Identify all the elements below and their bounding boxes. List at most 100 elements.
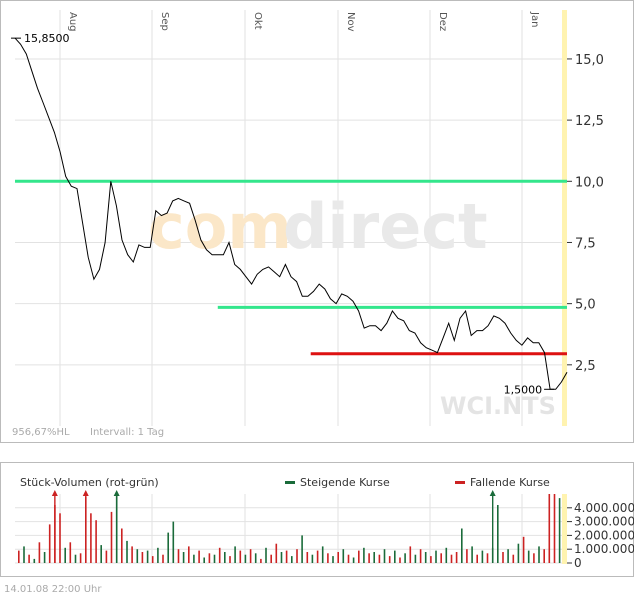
support-lines bbox=[15, 179, 567, 356]
volume-bar bbox=[79, 553, 82, 563]
volume-bar bbox=[193, 554, 195, 563]
volume-bar bbox=[316, 550, 319, 563]
month-label: Jan bbox=[529, 11, 540, 27]
watermark-brand-direct: direct bbox=[283, 190, 488, 263]
volume-bar bbox=[378, 554, 381, 563]
volume-bar bbox=[224, 552, 226, 563]
volume-bar bbox=[208, 553, 211, 563]
volume-bar bbox=[368, 553, 370, 563]
volume-bar bbox=[265, 547, 267, 563]
month-label: Aug bbox=[67, 12, 78, 32]
volume-tick-label: 1.000.000 bbox=[574, 542, 634, 556]
volume-bar bbox=[533, 553, 535, 563]
volume-bar bbox=[301, 535, 303, 563]
volume-bar bbox=[229, 556, 231, 563]
volume-bar bbox=[486, 553, 489, 563]
volume-bar bbox=[198, 550, 200, 563]
month-label: Okt bbox=[252, 12, 263, 30]
volume-bar bbox=[136, 549, 139, 563]
volume-bar bbox=[481, 550, 484, 563]
volume-bar bbox=[435, 550, 437, 563]
volume-bar bbox=[23, 546, 25, 563]
volume-bar bbox=[260, 558, 262, 563]
legend-falling-swatch bbox=[455, 481, 465, 484]
volume-bar bbox=[18, 550, 20, 563]
volume-bar bbox=[48, 524, 51, 563]
volume-bar bbox=[74, 554, 77, 563]
volume-bar bbox=[558, 498, 561, 563]
volume-bar bbox=[69, 542, 72, 563]
volume-bar bbox=[254, 553, 257, 563]
volume-bar bbox=[157, 547, 159, 563]
volume-bar bbox=[476, 554, 478, 563]
price-series bbox=[14, 37, 568, 390]
legend-rising-label: Steigende Kurse bbox=[300, 476, 390, 489]
legend-falling-label: Fallende Kurse bbox=[470, 476, 550, 489]
price-tick-label: 2,5 bbox=[575, 359, 596, 374]
low-value-label: 1,5000 bbox=[504, 383, 543, 396]
volume-bar bbox=[507, 549, 509, 563]
volume-bar bbox=[203, 557, 205, 563]
volume-bar bbox=[213, 554, 216, 563]
volume-overflow-arrow bbox=[489, 490, 496, 496]
volume-bar bbox=[151, 556, 154, 563]
volume-tick-label: 2.000.000 bbox=[574, 528, 634, 542]
volume-bar bbox=[419, 549, 422, 563]
current-day-marker bbox=[562, 10, 567, 426]
volume-bar bbox=[548, 494, 551, 563]
volume-bar bbox=[553, 494, 556, 563]
footer-timestamp: 14.01.08 22:00 Uhr bbox=[4, 584, 102, 595]
volume-bar bbox=[358, 550, 360, 563]
volume-bar bbox=[388, 556, 391, 563]
price-tick-label: 5,0 bbox=[575, 298, 596, 313]
volume-bar bbox=[347, 554, 350, 563]
volume-bar bbox=[182, 552, 185, 563]
performance-label: 956,67%HL bbox=[12, 427, 70, 438]
volume-bar bbox=[244, 554, 247, 563]
volume-bar bbox=[527, 550, 530, 563]
volume-tick-label: 0 bbox=[574, 556, 582, 570]
volume-bar bbox=[455, 552, 458, 563]
volume-bar bbox=[177, 549, 180, 563]
volume-bar bbox=[543, 549, 545, 563]
volume-bar bbox=[440, 553, 442, 563]
volume-bar bbox=[363, 547, 365, 563]
volume-bar bbox=[280, 552, 283, 563]
volume-bar bbox=[131, 546, 133, 563]
volume-title: Stück-Volumen (rot-grün) bbox=[20, 476, 159, 489]
volume-overflow-arrow bbox=[51, 490, 58, 496]
legend-rising-swatch bbox=[285, 481, 295, 484]
start-value-label: 15,8500 bbox=[24, 32, 70, 45]
volume-bar bbox=[90, 513, 92, 563]
volume-panel: Stück-Volumen (rot-grün) Steigende Kurse… bbox=[0, 462, 634, 577]
volume-bar bbox=[100, 545, 102, 563]
price-tick-label: 12,5 bbox=[575, 114, 604, 129]
volume-bar bbox=[28, 554, 30, 563]
volume-bar bbox=[172, 521, 175, 563]
price-tick-label: 7,5 bbox=[575, 236, 596, 251]
volume-bar bbox=[105, 550, 108, 563]
volume-bar bbox=[445, 547, 448, 563]
price-tick-label: 15,0 bbox=[575, 53, 604, 68]
volume-bar bbox=[394, 550, 396, 563]
price-line bbox=[14, 37, 568, 390]
volume-bar bbox=[321, 546, 324, 563]
volume-current-day-marker bbox=[562, 494, 567, 564]
volume-bar bbox=[373, 552, 375, 563]
volume-bars bbox=[18, 490, 561, 563]
volume-bar bbox=[43, 552, 46, 563]
interval-label: Intervall: 1 Tag bbox=[90, 427, 164, 438]
volume-bar bbox=[121, 528, 123, 563]
volume-bar bbox=[332, 556, 334, 563]
volume-overflow-arrow bbox=[113, 490, 120, 496]
month-label: Nov bbox=[345, 12, 356, 32]
volume-bar bbox=[517, 543, 520, 563]
volume-overflow-arrow bbox=[82, 490, 89, 496]
volume-bar bbox=[38, 542, 41, 563]
volume-bar bbox=[306, 552, 309, 563]
price-tick-label: 10,0 bbox=[575, 175, 604, 190]
volume-bar bbox=[110, 511, 113, 563]
price-panel-frame bbox=[0, 0, 634, 443]
volume-bar bbox=[404, 553, 406, 563]
price-annotations: 15,8500 1,5000 bbox=[11, 32, 555, 396]
